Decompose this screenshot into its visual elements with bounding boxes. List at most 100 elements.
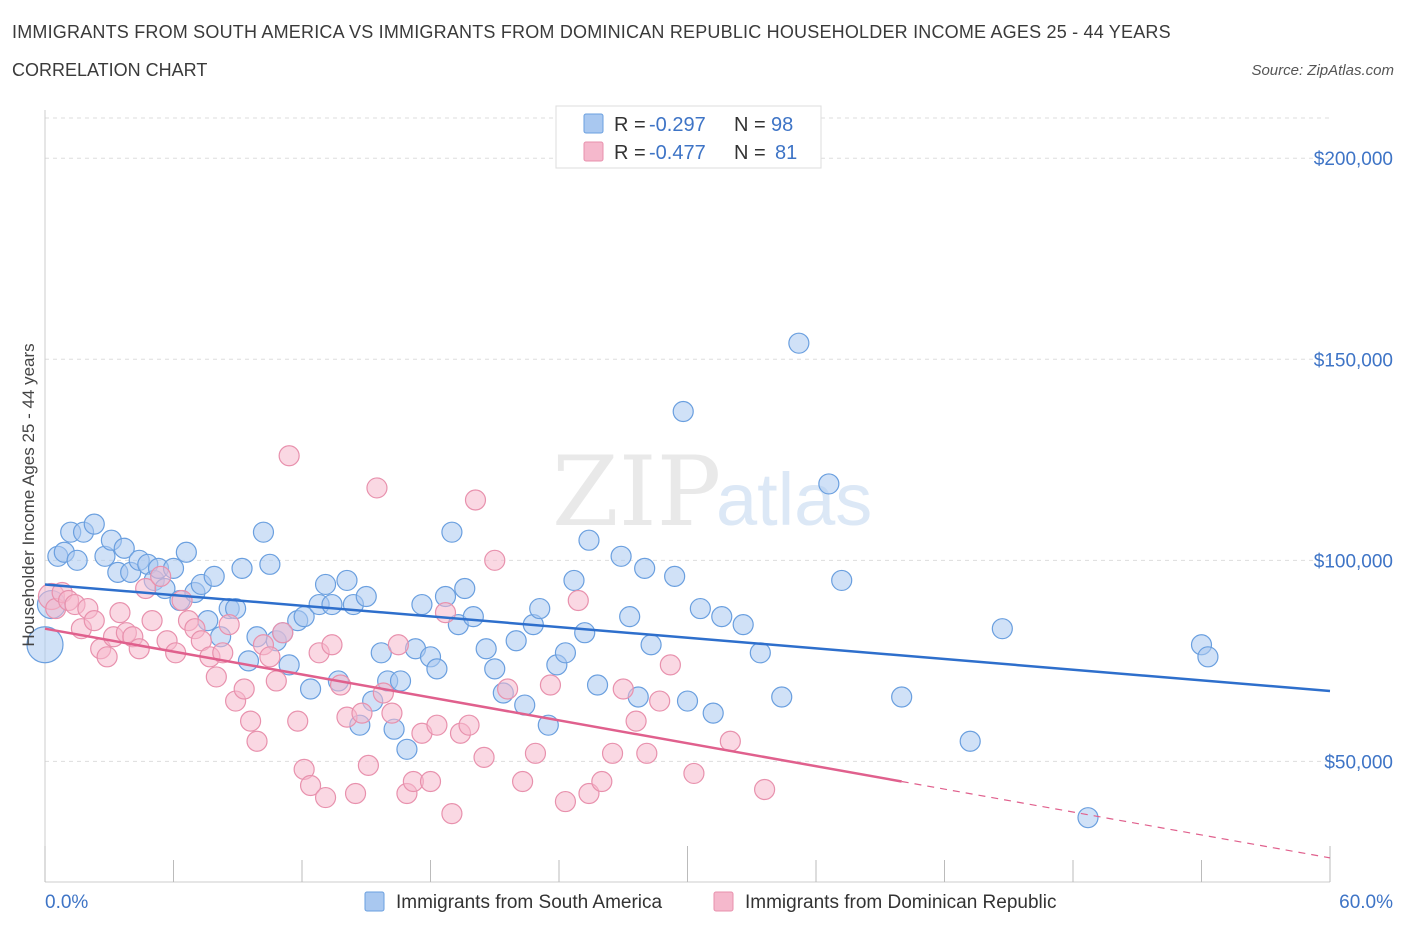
south-america-point [231, 557, 253, 579]
south-america-point [252, 521, 275, 543]
south-america-point [454, 577, 476, 600]
dominican-republic-point [272, 622, 294, 644]
dominican-republic-point [567, 589, 589, 612]
legend-swatch-dominican-republic [583, 141, 604, 162]
south-america-point [299, 678, 322, 700]
dominican-republic-point [287, 710, 309, 732]
south-america-point [676, 690, 699, 712]
south-america-point [664, 565, 686, 588]
dominican-republic-point [683, 762, 705, 785]
chart-title: IMMIGRANTS FROM SOUTH AMERICA VS IMMIGRA… [12, 22, 1171, 42]
trend-layer [44, 583, 1331, 859]
dominican-republic-point [649, 690, 671, 712]
dominican-republic-point [381, 702, 403, 724]
dominican-republic-point [344, 782, 367, 805]
south-america-point [619, 606, 641, 628]
dominican-republic-point [96, 646, 118, 668]
dominican-republic-point [458, 714, 480, 736]
dominican-republic-point [591, 770, 613, 793]
south-america-point [396, 738, 418, 760]
chart-subtitle: CORRELATION CHART [12, 60, 208, 80]
dominican-republic-point [212, 642, 234, 664]
south-america-point [83, 513, 105, 535]
dominican-republic-point [128, 638, 150, 660]
dominican-republic-point [419, 770, 442, 793]
dominican-republic-point [524, 742, 547, 764]
dominican-republic-point [441, 803, 463, 825]
dominican-republic-point [387, 634, 409, 656]
legend-swatch-south-america [583, 113, 604, 134]
south-america-point [66, 549, 88, 571]
south-america-point [336, 569, 358, 592]
dominican-republic-point [612, 678, 634, 700]
legend-r-label-2: R = [614, 142, 646, 164]
legend-r-value-2: -0.477 [649, 142, 706, 164]
south-america-point [711, 606, 733, 628]
dominican-republic-point [321, 634, 343, 656]
dominican-republic-point [753, 778, 776, 801]
south-america-point [113, 537, 135, 559]
dominican-republic-point [511, 770, 534, 793]
south-america-point [732, 614, 754, 636]
dominican-republic-point [659, 654, 681, 676]
south-america-point [321, 593, 343, 616]
south-america-point [355, 585, 377, 608]
south-america-point [563, 569, 585, 592]
dominican-republic-point [357, 754, 379, 776]
dominican-republic-point [171, 589, 193, 612]
legend-n-label-1: N = [734, 114, 766, 136]
legend-n-value-1: 98 [771, 114, 793, 136]
axis-layer: $50,000 $100,000 $150,000 $200,000 0.0% 60.0% [44, 110, 1393, 913]
south-america-point [259, 553, 281, 575]
x-tick-label-max: 60.0% [1339, 892, 1393, 913]
y-tick-label: $150,000 [1314, 350, 1393, 371]
dominican-republic-point [299, 774, 322, 797]
dominican-republic-point [554, 790, 577, 813]
y-tick-label: $50,000 [1324, 752, 1393, 773]
south-america-point [771, 686, 793, 708]
dominican-republic-trend-line [44, 627, 902, 783]
watermark-atlas: atlas [716, 458, 872, 541]
south-america-point [314, 573, 337, 596]
legend-r-value-1: -0.297 [649, 114, 706, 136]
dominican-republic-point [246, 730, 268, 752]
south-america-point [749, 642, 771, 664]
south-america-point [1077, 807, 1099, 829]
series-legend-label-south-america: Immigrants from South America [396, 892, 663, 913]
south-america-point [672, 400, 694, 423]
south-america-point [505, 630, 527, 652]
correlation-legend: R = -0.297 N = 98 R = -0.477 N = 81 [555, 105, 822, 169]
south-america-point [237, 650, 260, 672]
dominican-republic-point [473, 746, 495, 768]
dominican-republic-point [233, 678, 255, 700]
dominican-republic-point [259, 646, 281, 668]
south-america-point [891, 686, 913, 708]
south-america-point [578, 529, 600, 551]
y-tick-label: $100,000 [1314, 551, 1393, 572]
y-axis-label: Householder Income Ages 25 - 44 years [19, 343, 38, 646]
dominican-republic-point [205, 666, 227, 688]
south-america-point [610, 545, 632, 567]
south-america-point [484, 658, 506, 680]
dominican-republic-point [240, 710, 262, 732]
y-tick-label: $200,000 [1314, 149, 1393, 170]
dominican-republic-point [329, 674, 352, 696]
south-america-point [634, 557, 656, 579]
series-legend-swatch-south-america [364, 891, 385, 912]
south-america-trend-line [44, 583, 1331, 693]
dominican-republic-point [625, 710, 647, 732]
south-america-point [441, 521, 463, 543]
south-america-point [462, 606, 484, 628]
dominican-republic-point [434, 601, 457, 624]
series-legend-label-dominican-republic: Immigrants from Dominican Republic [745, 892, 1057, 913]
south-america-point [702, 702, 724, 724]
dominican-republic-point [372, 682, 394, 704]
south-america-point [831, 569, 853, 592]
dominican-republic-point [150, 565, 172, 588]
watermark: ZIP atlas [552, 436, 872, 548]
south-america-point [175, 541, 197, 563]
south-america-point [689, 597, 711, 620]
series-legend-swatch-dominican-republic [713, 891, 734, 912]
legend-n-label-2: N = [734, 142, 766, 164]
